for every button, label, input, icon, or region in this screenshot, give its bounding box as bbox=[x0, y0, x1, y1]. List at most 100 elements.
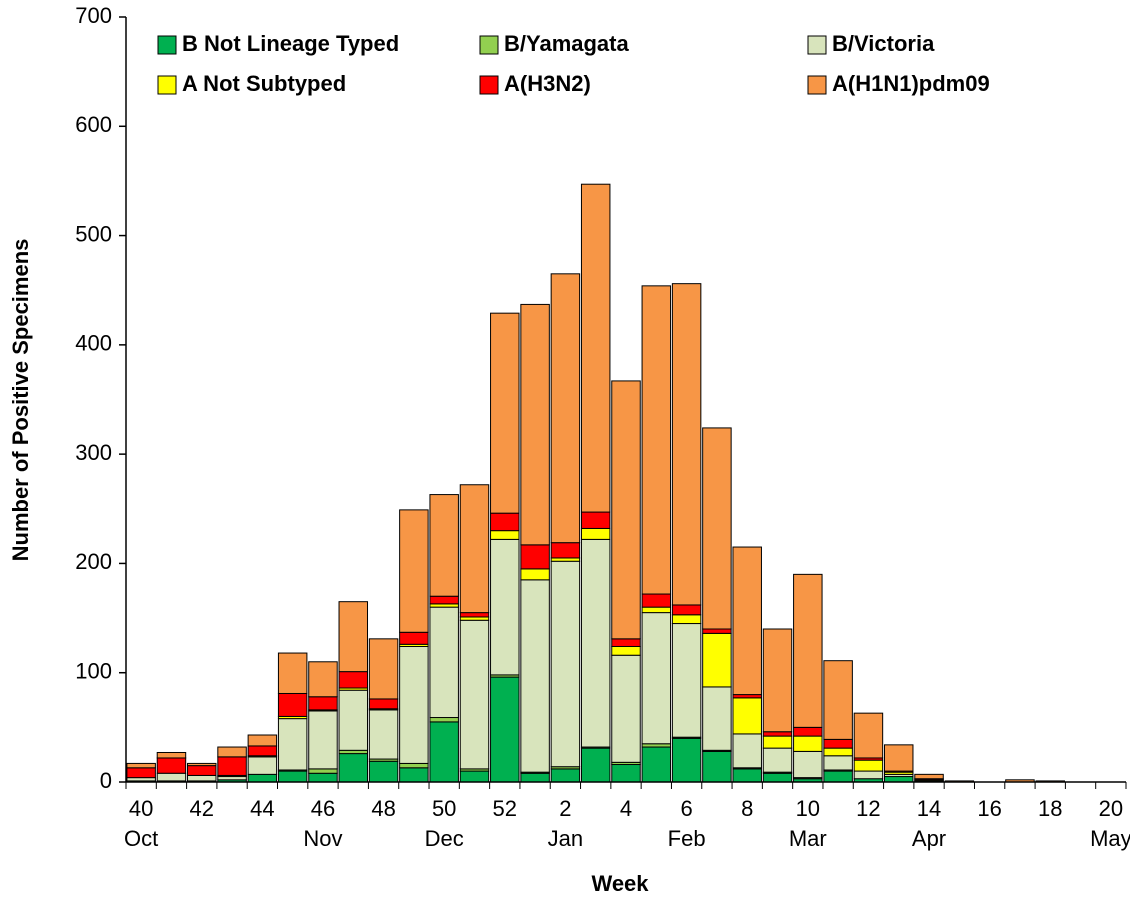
bar-segment bbox=[247, 773, 278, 783]
month-label: Feb bbox=[668, 826, 706, 851]
bar-segment bbox=[217, 746, 247, 758]
bar-segment bbox=[490, 512, 520, 532]
bar-segment bbox=[883, 776, 914, 783]
month-label: Jan bbox=[548, 826, 583, 851]
x-tick-label: 18 bbox=[1038, 796, 1062, 821]
bar-segment bbox=[247, 745, 278, 757]
x-tick-label: 50 bbox=[432, 796, 456, 821]
bar-segment bbox=[611, 764, 641, 783]
x-tick-label: 52 bbox=[493, 796, 517, 821]
bar-segment bbox=[732, 697, 762, 735]
bar-segment bbox=[156, 751, 187, 759]
bar-segment bbox=[732, 546, 762, 696]
bar-segment bbox=[671, 614, 702, 625]
bar-segment bbox=[217, 756, 247, 776]
x-tick-label: 20 bbox=[1099, 796, 1123, 821]
bar-segment bbox=[550, 560, 581, 768]
x-tick-label: 40 bbox=[129, 796, 153, 821]
bar-segment bbox=[338, 671, 369, 689]
y-tick-label: 0 bbox=[100, 768, 112, 793]
x-tick-label: 10 bbox=[796, 796, 820, 821]
x-tick-label: 48 bbox=[371, 796, 395, 821]
bar-segment bbox=[823, 770, 853, 783]
x-tick-label: 12 bbox=[856, 796, 880, 821]
legend-swatch bbox=[807, 75, 827, 95]
x-tick-label: 42 bbox=[190, 796, 214, 821]
bar-segment bbox=[277, 770, 308, 783]
legend-label: A(H1N1)pdm09 bbox=[832, 71, 990, 96]
x-tick-label: 4 bbox=[620, 796, 632, 821]
bar-segment bbox=[459, 612, 490, 618]
bar-segment bbox=[671, 623, 702, 738]
legend-label: B Not Lineage Typed bbox=[182, 31, 399, 56]
bar-segment bbox=[611, 654, 641, 763]
x-tick-label: 8 bbox=[741, 796, 753, 821]
bar-segment bbox=[550, 542, 581, 559]
bar-segment bbox=[702, 632, 732, 688]
legend-label: A(H3N2) bbox=[504, 71, 591, 96]
bar-segment bbox=[823, 755, 853, 771]
bar-segment bbox=[490, 530, 520, 540]
bar-segment bbox=[368, 760, 399, 783]
bar-segment bbox=[580, 183, 611, 513]
bar-segment bbox=[368, 709, 399, 760]
bar-segment bbox=[187, 762, 217, 767]
bar-segment bbox=[641, 606, 672, 614]
bar-segment bbox=[823, 660, 853, 740]
bar-segment bbox=[762, 747, 793, 773]
bar-segment bbox=[883, 744, 914, 772]
bar-segment bbox=[308, 696, 338, 711]
bar-segment bbox=[732, 768, 762, 783]
legend-swatch bbox=[157, 75, 177, 95]
bar-segment bbox=[399, 509, 429, 633]
bar-segment bbox=[732, 733, 762, 769]
x-axis-title: Week bbox=[591, 871, 649, 896]
bar-segment bbox=[429, 606, 459, 719]
bar-segment bbox=[580, 527, 611, 540]
y-tick-label: 300 bbox=[75, 440, 112, 465]
bar-segment bbox=[490, 676, 520, 783]
bar-segment bbox=[702, 628, 732, 634]
bar-segment bbox=[853, 712, 884, 759]
bar-segment bbox=[520, 303, 550, 546]
bar-segment bbox=[308, 768, 338, 774]
bar-segment bbox=[671, 737, 702, 783]
bar-segment bbox=[520, 772, 550, 783]
bar-segment bbox=[793, 735, 823, 752]
month-label: Dec bbox=[425, 826, 464, 851]
bar-segment bbox=[187, 765, 217, 776]
bar-segment bbox=[641, 612, 672, 745]
bar-segment bbox=[762, 772, 793, 783]
bar-segment bbox=[550, 768, 581, 783]
bar-segment bbox=[611, 645, 641, 656]
bar-segment bbox=[793, 726, 823, 737]
bar-segment bbox=[611, 638, 641, 647]
y-axis-title: Number of Positive Specimens bbox=[8, 239, 33, 562]
bar-segment bbox=[520, 544, 550, 570]
bar-segment bbox=[429, 595, 459, 605]
bar-segment bbox=[671, 283, 702, 606]
bar-segment bbox=[550, 273, 581, 544]
bar-segment bbox=[368, 698, 399, 710]
bar-segment bbox=[399, 767, 429, 783]
bar-segment bbox=[520, 579, 550, 773]
x-tick-label: 16 bbox=[977, 796, 1001, 821]
bar-segment bbox=[459, 484, 490, 614]
bar-segment bbox=[762, 735, 793, 749]
x-tick-label: 44 bbox=[250, 796, 274, 821]
bar-segment bbox=[399, 762, 429, 769]
bar-segment bbox=[429, 717, 459, 723]
bar-segment bbox=[762, 731, 793, 737]
legend-label: B/Yamagata bbox=[504, 31, 629, 56]
bar-segment bbox=[641, 285, 672, 595]
bar-segment bbox=[914, 773, 944, 780]
bar-segment bbox=[580, 538, 611, 748]
bar-segment bbox=[793, 750, 823, 779]
bar-segment bbox=[611, 380, 641, 640]
bar-segment bbox=[490, 312, 520, 514]
bar-segment bbox=[490, 538, 520, 676]
bar-segment bbox=[459, 770, 490, 783]
month-label: Oct bbox=[124, 826, 158, 851]
bar-segment bbox=[308, 661, 338, 698]
